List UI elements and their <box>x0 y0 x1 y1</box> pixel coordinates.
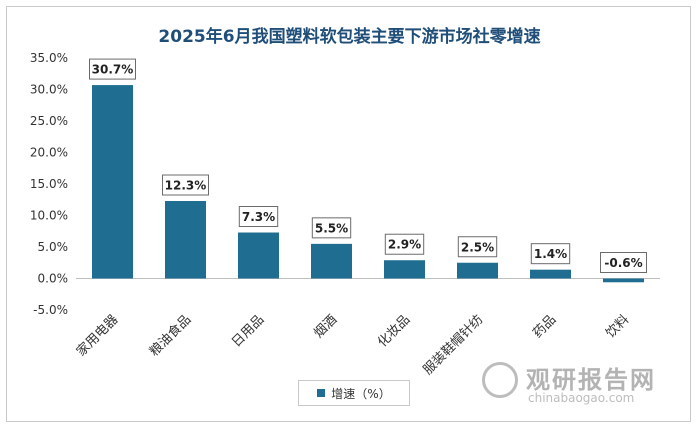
data-label: 2.9% <box>384 233 425 255</box>
legend-swatch <box>317 389 326 397</box>
data-label-text: -0.6% <box>604 256 642 270</box>
x-tick-label: 饮料 <box>603 312 632 341</box>
y-tick-label: 25.0% <box>30 114 68 128</box>
x-tick-label: 化妆品 <box>375 312 413 350</box>
x-tick-label: 服装鞋帽针纺 <box>420 312 486 378</box>
data-label-text: 2.5% <box>461 240 494 254</box>
data-label-box <box>600 252 647 273</box>
data-label-text: 12.3% <box>165 179 207 193</box>
chart-legend: 增速（%） <box>298 380 410 406</box>
data-label-box <box>311 217 352 239</box>
y-tick-label: 35.0% <box>30 51 68 65</box>
bar <box>311 243 352 279</box>
data-label: 7.3% <box>238 206 279 228</box>
data-label-box <box>530 243 571 265</box>
bar <box>384 260 425 279</box>
data-label-box <box>457 236 498 258</box>
legend-label: 增速（%） <box>331 386 391 401</box>
data-label-text: 2.9% <box>388 238 421 252</box>
data-label-text: 1.4% <box>534 247 567 261</box>
data-label-text: 30.7% <box>92 63 134 77</box>
y-tick-label: 0.0% <box>38 272 69 286</box>
data-label: 1.4% <box>530 243 571 265</box>
data-label-text: 5.5% <box>315 221 348 235</box>
data-label-box <box>238 206 279 228</box>
data-label: 2.5% <box>457 236 498 258</box>
data-label-box <box>89 58 136 80</box>
data-label-box <box>162 174 209 196</box>
chart-title: 2025年6月我国塑料软包装主要下游市场社零增速 <box>158 27 541 47</box>
x-tick-label: 家用电器 <box>73 312 121 360</box>
data-label: 12.3% <box>162 174 209 196</box>
data-label: -0.6% <box>600 252 647 273</box>
bar <box>238 232 279 279</box>
data-label-box <box>384 233 425 255</box>
watermark-text: 观研报告网 <box>526 366 656 394</box>
bar <box>92 85 133 279</box>
x-tick-label: 日用品 <box>229 312 267 350</box>
bar <box>603 278 644 283</box>
bar <box>530 269 571 279</box>
x-tick-label: 烟酒 <box>311 312 340 341</box>
data-label: 30.7% <box>89 58 136 80</box>
watermark-url: chinabaogao.com <box>528 391 635 405</box>
data-label-text: 7.3% <box>242 210 275 224</box>
x-tick-label: 粮油食品 <box>146 312 194 360</box>
bar <box>457 262 498 279</box>
watermark-logo-icon <box>482 362 518 398</box>
y-tick-label: 5.0% <box>38 240 69 254</box>
y-tick-label: 30.0% <box>30 83 68 97</box>
bar <box>165 201 206 279</box>
y-tick-label: 20.0% <box>30 146 68 160</box>
x-tick-label: 药品 <box>530 312 559 341</box>
watermark: 观研报告网 chinabaogao.com <box>482 360 682 410</box>
data-label: 5.5% <box>311 217 352 239</box>
y-tick-label: 15.0% <box>30 177 68 191</box>
y-tick-label: -5.0% <box>33 303 68 317</box>
y-tick-label: 10.0% <box>30 209 68 223</box>
